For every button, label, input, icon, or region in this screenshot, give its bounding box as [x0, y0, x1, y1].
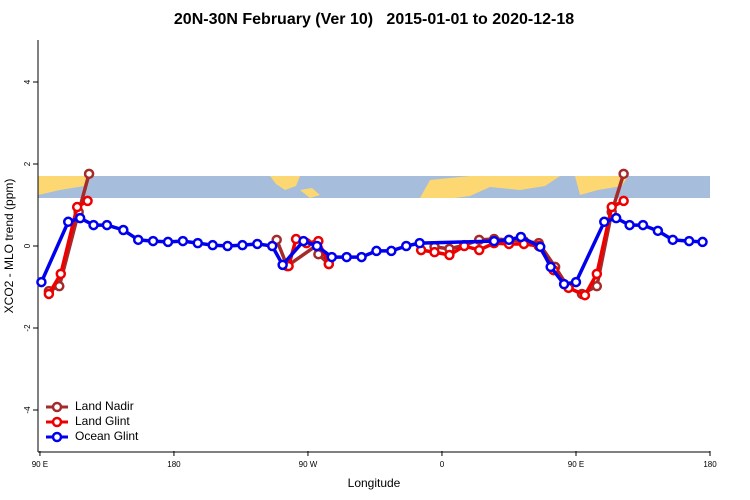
- point: [444, 249, 455, 261]
- point: [558, 278, 570, 290]
- point: [624, 219, 635, 231]
- x-tick-label: 90 W: [299, 460, 318, 469]
- point: [618, 168, 629, 180]
- point: [697, 236, 708, 248]
- point: [667, 234, 679, 246]
- point: [591, 280, 603, 292]
- point: [177, 235, 189, 247]
- point: [503, 234, 515, 246]
- map-band: [38, 176, 710, 198]
- legend-marker: [51, 401, 63, 413]
- point: [83, 168, 95, 180]
- x-tick-label: 90 E: [568, 460, 584, 469]
- legend-label: Land Nadir: [75, 399, 134, 413]
- point: [591, 268, 603, 280]
- point: [326, 251, 338, 263]
- y-axis-label: XCO2 - MLO trend (ppm): [2, 179, 16, 314]
- y-tick-label: 0: [23, 243, 32, 248]
- land: [300, 188, 320, 198]
- point: [36, 276, 47, 288]
- y-tick-label: 4: [23, 79, 32, 84]
- point: [515, 231, 527, 243]
- legend-label: Ocean Glint: [75, 429, 139, 443]
- point: [118, 224, 129, 236]
- point: [535, 241, 546, 253]
- point: [488, 235, 500, 247]
- point: [222, 240, 233, 252]
- point: [652, 225, 664, 237]
- point: [252, 238, 263, 250]
- point: [606, 201, 617, 213]
- point: [277, 259, 288, 271]
- point: [298, 235, 309, 247]
- x-axis-label: Longitude: [348, 476, 401, 490]
- land: [270, 176, 300, 190]
- point: [82, 195, 93, 207]
- point: [473, 244, 485, 256]
- land: [575, 176, 628, 195]
- point: [683, 235, 695, 247]
- x-tick-label: 180: [703, 460, 717, 469]
- land: [38, 176, 90, 195]
- point: [414, 237, 425, 249]
- point: [618, 195, 629, 207]
- point: [162, 236, 174, 248]
- point: [400, 240, 412, 252]
- point: [429, 246, 440, 258]
- point: [43, 288, 55, 300]
- point: [62, 216, 74, 228]
- point: [237, 239, 248, 251]
- point: [356, 251, 367, 263]
- chart-title: 20N-30N February (Ver 10) 2015-01-01 to …: [174, 11, 574, 28]
- y-tick-label: -2: [23, 324, 32, 332]
- land: [420, 176, 560, 198]
- point: [88, 219, 99, 231]
- y-tick-label: -4: [23, 406, 32, 414]
- point: [101, 219, 113, 231]
- y-tick-label: 2: [23, 161, 32, 166]
- point: [637, 219, 649, 231]
- point: [192, 237, 204, 249]
- point: [311, 240, 323, 252]
- legend-marker: [51, 431, 63, 443]
- point: [570, 276, 582, 288]
- point: [599, 216, 610, 228]
- x-tick-label: 0: [440, 460, 445, 469]
- point: [386, 245, 397, 257]
- x-tick-label: 90 E: [32, 460, 48, 469]
- point: [147, 235, 159, 247]
- point: [71, 201, 83, 213]
- point: [266, 240, 278, 252]
- point: [207, 239, 218, 251]
- point: [55, 268, 67, 280]
- point: [74, 212, 86, 224]
- point: [341, 251, 352, 263]
- point: [545, 261, 556, 273]
- point: [610, 212, 622, 224]
- point: [371, 245, 382, 257]
- legend-label: Land Glint: [75, 414, 130, 428]
- legend-marker: [51, 416, 63, 428]
- point: [579, 289, 591, 301]
- point: [132, 234, 144, 246]
- x-tick-label: 180: [167, 460, 181, 469]
